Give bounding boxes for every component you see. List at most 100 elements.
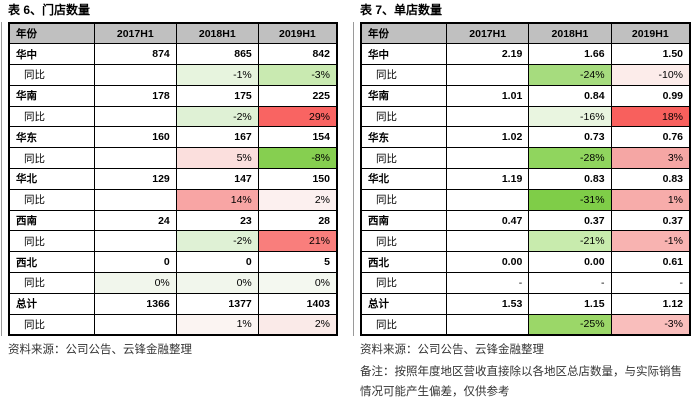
- value-cell: 23: [175, 209, 259, 232]
- yoy-value-cell: -10%: [610, 64, 691, 86]
- yoy-value-cell: [93, 230, 177, 253]
- year-label-header: 年份: [360, 22, 448, 45]
- region-row: 西南 24 23 28: [8, 209, 338, 232]
- value-cell: 1403: [257, 292, 338, 315]
- yoy-value-cell: 29%: [257, 105, 338, 128]
- row-label-cell: 同比: [8, 64, 95, 86]
- yoy-value-cell: -28%: [528, 147, 612, 170]
- row-label-cell: 同比: [8, 147, 95, 170]
- value-cell: 178: [93, 84, 177, 107]
- value-cell: 0.84: [528, 84, 612, 107]
- yoy-value-cell: [93, 105, 177, 128]
- value-cell: 0.83: [528, 168, 612, 190]
- value-cell: 225: [257, 84, 338, 107]
- row-label-cell: 总计: [360, 292, 448, 315]
- value-cell: 0.37: [528, 209, 612, 232]
- value-cell: 0.76: [610, 126, 691, 149]
- yoy-value-cell: [446, 188, 530, 211]
- yoy-value-cell: -21%: [528, 230, 612, 253]
- store-count-table: 年份 2017H1 2018H1 2019H1 华中 874 865 842 同比 -1% -3% 华…: [8, 22, 338, 336]
- value-cell: 24: [93, 209, 177, 232]
- table-wrapper: 年份 2017H1 2018H1 2019H1 华中 874 865 842 同比 -1% -3% 华…: [1, 22, 338, 336]
- yoy-value-cell: 1%: [175, 313, 259, 336]
- yoy-value-cell: -16%: [528, 105, 612, 128]
- yoy-value-cell: [446, 147, 530, 170]
- yoy-value-cell: [446, 230, 530, 253]
- yoy-value-cell: 0%: [257, 272, 338, 294]
- yoy-value-cell: -2%: [175, 105, 259, 128]
- table-title: 表 7、单店数量: [360, 3, 443, 17]
- yoy-value-cell: 0%: [175, 272, 259, 294]
- region-row: 华南 178 175 225: [8, 84, 338, 107]
- yoy-row: 同比 -28% 3%: [360, 147, 691, 170]
- value-cell: 1.02: [446, 126, 530, 149]
- yoy-value-cell: -: [528, 272, 612, 294]
- row-label-cell: 同比: [360, 64, 448, 86]
- region-row: 华中 2.19 1.66 1.50: [360, 43, 691, 66]
- period-header: 2018H1: [175, 22, 259, 45]
- yoy-value-cell: 14%: [175, 188, 259, 211]
- yoy-row: 同比 -24% -10%: [360, 64, 691, 86]
- header-row: 年份 2017H1 2018H1 2019H1: [8, 22, 338, 45]
- row-label-cell: 同比: [360, 313, 448, 336]
- yoy-row: 同比 1% 2%: [8, 313, 338, 336]
- region-row: 华南 1.01 0.84 0.99: [360, 84, 691, 107]
- value-cell: 0.00: [446, 251, 530, 274]
- yoy-row: 同比 0% 0% 0%: [8, 272, 338, 294]
- table-title: 表 6、门店数量: [8, 3, 91, 17]
- value-cell: 147: [175, 168, 259, 190]
- yoy-value-cell: -3%: [610, 313, 691, 336]
- row-label-cell: 同比: [8, 230, 95, 253]
- row-label-cell: 华东: [360, 126, 448, 149]
- value-cell: 5: [257, 251, 338, 274]
- yoy-value-cell: -31%: [528, 188, 612, 211]
- value-cell: 865: [175, 43, 259, 66]
- value-cell: 1.01: [446, 84, 530, 107]
- value-cell: 150: [257, 168, 338, 190]
- per-store-table: 年份 2017H1 2018H1 2019H1 华中 2.19 1.66 1.50 同比 -24%…: [360, 22, 691, 336]
- yoy-value-cell: [93, 313, 177, 336]
- yoy-value-cell: [446, 105, 530, 128]
- row-label-cell: 华中: [8, 43, 95, 66]
- yoy-value-cell: [93, 147, 177, 170]
- left-rule-divider: [1, 22, 2, 336]
- value-cell: 1.66: [528, 43, 612, 66]
- row-label-cell: 华南: [8, 84, 95, 107]
- value-cell: 1366: [93, 292, 177, 315]
- yoy-row: 同比 -21% -1%: [360, 230, 691, 253]
- yoy-row: 同比 -2% 21%: [8, 230, 338, 253]
- left-rule-divider: [353, 22, 354, 336]
- yoy-value-cell: 1%: [610, 188, 691, 211]
- region-row: 西北 0 0 5: [8, 251, 338, 274]
- value-cell: 1.50: [610, 43, 691, 66]
- row-label-cell: 同比: [360, 188, 448, 211]
- source-note: 资料来源：公司公告、云锋金融整理: [8, 343, 192, 356]
- period-header: 2017H1: [446, 22, 530, 45]
- table-block-store-count: 表 6、门店数量 年份 2017H1 2018H1 2019H1 华中 874 865 842…: [1, 2, 338, 360]
- region-row: 西南 0.47 0.37 0.37: [360, 209, 691, 232]
- value-cell: 1.19: [446, 168, 530, 190]
- value-cell: 1.53: [446, 292, 530, 315]
- yoy-value-cell: 5%: [175, 147, 259, 170]
- yoy-value-cell: -8%: [257, 147, 338, 170]
- yoy-value-cell: 0%: [93, 272, 177, 294]
- period-header: 2019H1: [610, 22, 691, 45]
- period-header: 2018H1: [528, 22, 612, 45]
- value-cell: 0.00: [528, 251, 612, 274]
- row-label-cell: 同比: [360, 272, 448, 294]
- yoy-value-cell: 2%: [257, 188, 338, 211]
- value-cell: 167: [175, 126, 259, 149]
- yoy-value-cell: -3%: [257, 64, 338, 86]
- row-label-cell: 同比: [360, 147, 448, 170]
- row-label-cell: 同比: [360, 230, 448, 253]
- row-label-cell: 华南: [360, 84, 448, 107]
- value-cell: 0: [93, 251, 177, 274]
- value-cell: 160: [93, 126, 177, 149]
- region-row: 华中 874 865 842: [8, 43, 338, 66]
- value-cell: 0.37: [610, 209, 691, 232]
- value-cell: 874: [93, 43, 177, 66]
- yoy-row: 同比 -31% 1%: [360, 188, 691, 211]
- yoy-value-cell: [446, 313, 530, 336]
- table-wrapper: 年份 2017H1 2018H1 2019H1 华中 2.19 1.66 1.50 同比 -24%…: [353, 22, 691, 336]
- row-label-cell: 华北: [8, 168, 95, 190]
